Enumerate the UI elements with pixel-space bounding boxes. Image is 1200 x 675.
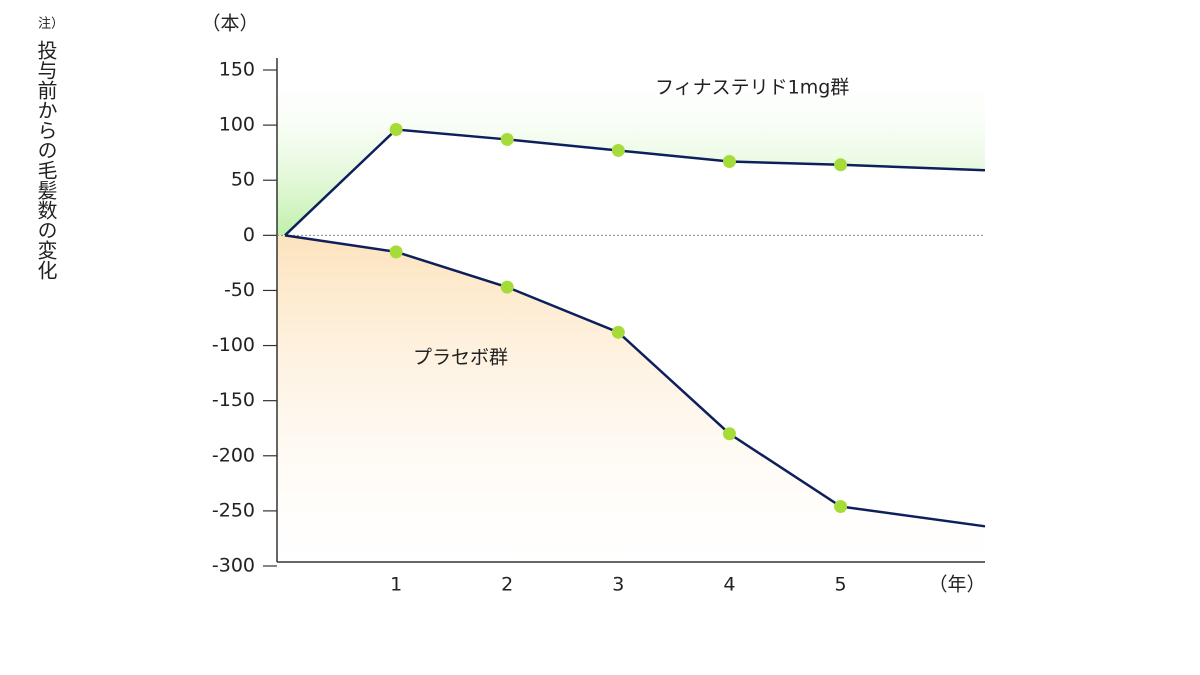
marker — [722, 427, 736, 441]
y-tick-label: -150 — [212, 389, 255, 411]
x-unit-label: （年） — [928, 574, 985, 596]
y-tick-label: 150 — [219, 59, 255, 81]
marker — [500, 132, 514, 146]
x-tick-label: 1 — [390, 574, 402, 596]
marker — [389, 245, 403, 259]
series-label: フィナステリド1mg群 — [655, 77, 849, 99]
y-tick-label: -250 — [212, 499, 255, 521]
x-tick-label: 3 — [612, 574, 624, 596]
marker — [500, 280, 514, 294]
area — [277, 235, 985, 563]
y-unit-label: （本） — [201, 13, 258, 35]
marker — [389, 123, 403, 137]
y-tick-label: -300 — [212, 555, 255, 577]
marker — [834, 499, 848, 513]
x-tick-label: 4 — [723, 574, 735, 596]
marker — [834, 158, 848, 172]
x-tick-label: 5 — [835, 574, 847, 596]
y-tick-label: 50 — [231, 169, 255, 191]
series-label: プラセボ群 — [413, 347, 508, 369]
y-axis-label: 投与前からの毛髪数の変化 — [34, 40, 58, 280]
y-tick-label: 100 — [219, 114, 255, 136]
marker — [611, 325, 625, 339]
marker — [722, 154, 736, 168]
marker — [611, 143, 625, 157]
y-tick-label: -100 — [212, 334, 255, 356]
y-tick-label: -50 — [224, 279, 255, 301]
x-tick-label: 2 — [501, 574, 513, 596]
y-tick-label: -200 — [212, 444, 255, 466]
y-tick-label: 0 — [243, 224, 255, 246]
note: 注） — [38, 17, 64, 32]
